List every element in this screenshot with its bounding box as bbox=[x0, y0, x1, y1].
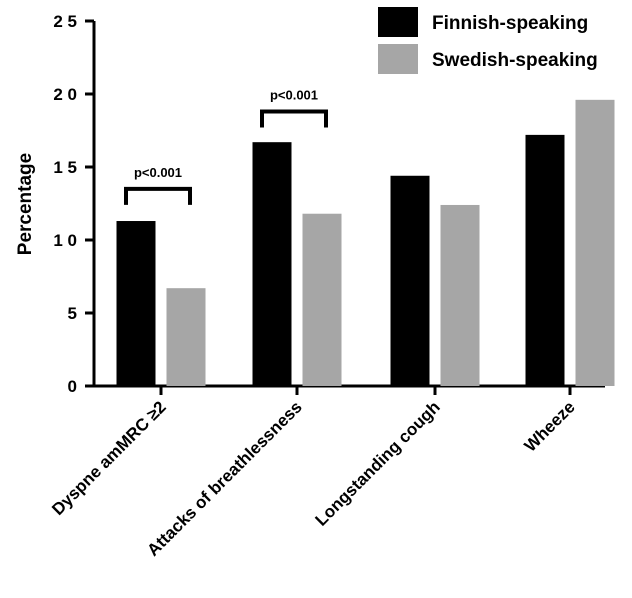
significance-label: p<0.001 bbox=[134, 165, 182, 180]
significance-bracket bbox=[260, 109, 328, 128]
legend: Finnish-speaking Swedish-speaking bbox=[378, 7, 598, 74]
bars bbox=[116, 99, 615, 386]
y-tick-label: 2 0 bbox=[53, 85, 77, 104]
bar-swedish-2 bbox=[440, 204, 480, 386]
bar-swedish-0 bbox=[166, 288, 206, 386]
y-tick-label: 2 5 bbox=[53, 12, 77, 31]
significance-bracket bbox=[124, 186, 192, 205]
legend-swatch bbox=[378, 7, 418, 37]
x-tick-label: Dyspne amMRC ≥2 bbox=[48, 397, 170, 519]
y-tick-label: 1 5 bbox=[53, 158, 77, 177]
bar-swedish-1 bbox=[302, 213, 342, 386]
legend-swatch bbox=[378, 44, 418, 74]
significance-label: p<0.001 bbox=[270, 88, 318, 103]
bar-finnish-3 bbox=[525, 134, 565, 386]
legend-label: Swedish-speaking bbox=[432, 50, 598, 71]
bar-finnish-1 bbox=[252, 142, 292, 386]
x-tick-label: Longstanding cough bbox=[312, 397, 444, 529]
bar-finnish-2 bbox=[390, 175, 430, 386]
bar-swedish-3 bbox=[575, 99, 615, 386]
x-tick-label: Attacks of breathlessness bbox=[143, 397, 305, 559]
y-tick-label: 1 0 bbox=[53, 231, 77, 250]
legend-label: Finnish-speaking bbox=[432, 13, 588, 34]
annotations: p<0.001 p<0.001 bbox=[124, 88, 328, 205]
y-axis-label: Percentage bbox=[15, 153, 36, 255]
y-tick-label: 5 bbox=[68, 304, 77, 323]
y-tick-label: 0 bbox=[68, 377, 77, 396]
bar-finnish-0 bbox=[116, 221, 156, 386]
x-tick-label: Wheeze bbox=[521, 397, 579, 455]
